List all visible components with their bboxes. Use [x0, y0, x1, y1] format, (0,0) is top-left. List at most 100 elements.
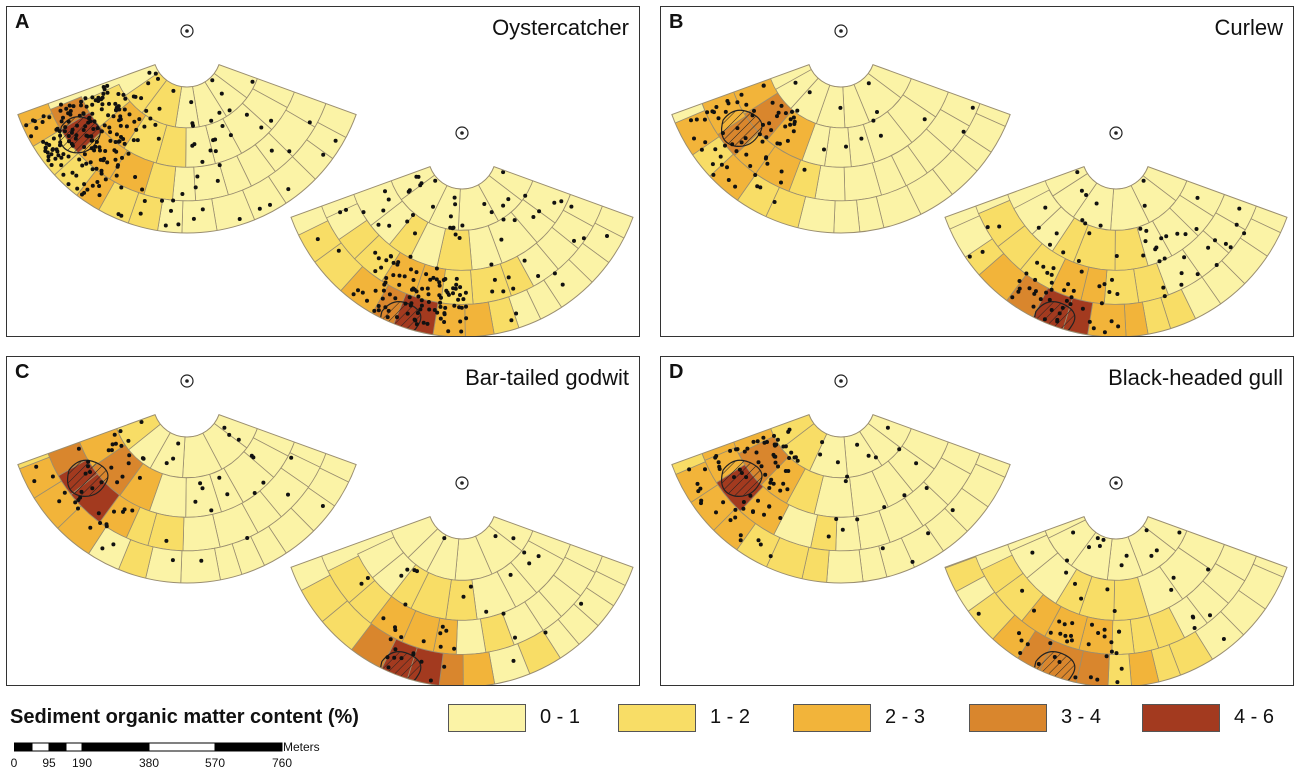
bird-observation-point	[509, 318, 514, 323]
bird-observation-point	[99, 168, 104, 173]
bird-observation-point	[1018, 651, 1023, 655]
bird-observation-point	[440, 624, 445, 629]
bird-observation-point	[88, 160, 93, 165]
legend-label: 3 - 4	[1061, 706, 1102, 728]
bird-observation-point	[778, 488, 783, 493]
bird-observation-point	[99, 107, 104, 112]
bird-observation-point	[1057, 660, 1062, 664]
bird-observation-point	[414, 322, 419, 327]
fan-outline	[17, 413, 357, 584]
bird-observation-point	[702, 117, 707, 122]
bird-observation-point	[1033, 277, 1038, 282]
bird-observation-point	[1069, 295, 1074, 300]
bird-observation-point	[501, 203, 506, 208]
bird-observation-point	[321, 152, 326, 157]
bird-observation-point	[452, 195, 457, 200]
bird-observation-point	[761, 435, 766, 440]
bird-observation-point	[66, 182, 71, 187]
bird-observation-point	[209, 508, 214, 513]
bird-observation-point	[818, 452, 823, 457]
bird-observation-point	[1191, 615, 1196, 620]
bird-observation-point	[387, 223, 392, 228]
bird-observation-point	[501, 611, 506, 616]
bird-observation-point	[1237, 206, 1242, 211]
bird-observation-point	[79, 489, 84, 494]
bird-observation-point	[826, 534, 831, 539]
bird-observation-point	[113, 140, 118, 144]
bird-observation-point	[442, 536, 447, 541]
bird-observation-point	[513, 635, 517, 640]
bird-observation-point	[118, 123, 123, 128]
bird-observation-point	[81, 128, 86, 132]
bird-observation-point	[54, 147, 59, 152]
bird-observation-point	[82, 190, 87, 195]
scale-bar-segment	[214, 742, 283, 752]
bird-observation-point	[261, 480, 266, 485]
bird-observation-point	[961, 129, 966, 134]
bird-observation-point	[560, 282, 565, 287]
bird-observation-point	[511, 536, 516, 541]
bird-observation-point	[878, 133, 883, 138]
bird-observation-point	[396, 260, 401, 265]
bird-observation-point	[24, 123, 29, 128]
monitoring-station-icon-dot	[839, 29, 843, 33]
bird-observation-point	[132, 119, 137, 124]
bird-observation-point	[438, 300, 443, 305]
bird-observation-point	[1179, 282, 1184, 287]
bird-observation-point	[119, 185, 124, 190]
bird-observation-point	[1213, 238, 1217, 243]
bird-observation-point	[1223, 241, 1228, 246]
bird-observation-point	[1087, 319, 1092, 324]
bird-observation-point	[425, 286, 430, 291]
bird-observation-point	[437, 283, 442, 288]
bird-observation-point	[450, 226, 455, 231]
bird-observation-point	[29, 134, 34, 139]
bird-observation-point	[105, 160, 110, 165]
species-title: Curlew	[1214, 15, 1283, 40]
bird-observation-point	[696, 489, 701, 494]
bird-observation-point	[717, 464, 722, 469]
scale-tick-label: 570	[204, 756, 226, 770]
bird-observation-point	[376, 222, 381, 227]
bird-observation-point	[739, 140, 744, 145]
bird-observation-point	[1102, 330, 1107, 335]
bird-observation-point	[356, 288, 360, 293]
bird-observation-point	[1032, 291, 1037, 296]
bird-observation-point	[1104, 654, 1109, 659]
bird-observation-point	[705, 110, 710, 115]
scale-bar-segment	[65, 742, 83, 752]
bird-observation-point	[87, 115, 92, 120]
bird-observation-point	[117, 139, 122, 144]
bird-observation-point	[720, 131, 725, 136]
bird-observation-point	[115, 480, 120, 485]
bird-observation-point	[463, 290, 468, 295]
bird-observation-point	[113, 101, 118, 106]
bird-observation-point	[437, 280, 442, 285]
bird-observation-point	[1169, 587, 1174, 592]
bird-observation-point	[244, 112, 249, 117]
bird-observation-point	[113, 157, 118, 162]
bird-observation-point	[1116, 324, 1121, 329]
panel-letter: B	[669, 11, 684, 33]
bird-observation-point	[126, 438, 131, 443]
bird-observation-point	[1208, 613, 1212, 618]
bird-observation-point	[286, 187, 291, 192]
bird-observation-point	[138, 211, 143, 216]
bird-observation-point	[1054, 231, 1059, 236]
bird-observation-point	[1051, 266, 1056, 271]
bird-observation-point	[419, 303, 424, 308]
bird-observation-point	[725, 99, 730, 103]
bird-observation-point	[171, 88, 176, 93]
bird-observation-point	[208, 148, 213, 153]
bird-observation-point	[376, 308, 381, 313]
bird-observation-point	[126, 461, 131, 466]
bird-observation-point	[569, 204, 574, 209]
bird-observation-point	[1043, 205, 1048, 210]
legend-title: Sediment organic matter content (%)	[10, 706, 359, 728]
bird-observation-point	[922, 117, 927, 122]
bird-observation-point	[789, 450, 794, 455]
bird-observation-point	[160, 198, 164, 203]
bird-observation-point	[1124, 553, 1129, 558]
bird-observation-point	[1141, 253, 1146, 258]
bird-observation-point	[142, 199, 147, 203]
